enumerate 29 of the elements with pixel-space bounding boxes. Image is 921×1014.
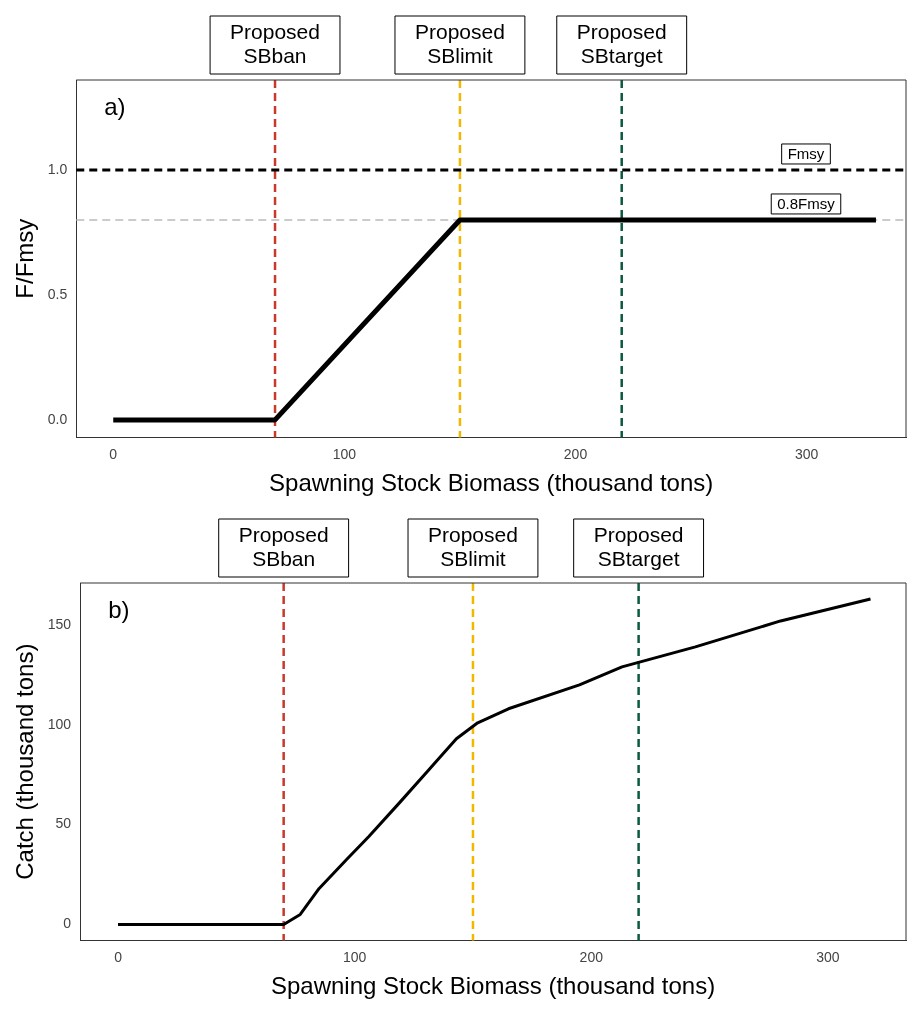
text: a) <box>104 92 126 120</box>
ref-line-label: Proposed SBlimit <box>428 522 518 570</box>
y-axis-title: Catch (thousand tons) <box>11 643 39 880</box>
y-tick-label: 150 <box>47 615 72 632</box>
ref-line-label: Proposed SBlimit <box>414 19 505 67</box>
y-axis-title: F/Fmsy <box>11 218 39 299</box>
text: b) <box>108 595 130 623</box>
x-axis-title: Spawning Stock Biomass (thousand tons) <box>270 972 716 1000</box>
ref-line-label: Proposed SBban <box>238 522 329 570</box>
y-tick-label: 1.0 <box>47 160 68 177</box>
y-tick-label: 0 <box>63 915 72 932</box>
x-tick-label: 100 <box>342 948 367 965</box>
x-tick-label: 0 <box>109 445 118 462</box>
x-tick-label: 200 <box>579 948 604 965</box>
ref-line-label: Proposed SBban <box>230 19 320 67</box>
x-tick-label: 100 <box>332 445 357 462</box>
y-tick-label: 100 <box>47 715 72 732</box>
y-tick-label: 50 <box>55 815 72 832</box>
x-tick-label: 300 <box>816 948 840 965</box>
ref-line-label: Proposed SBtarget <box>593 522 684 570</box>
y-tick-label: 0.5 <box>47 285 68 302</box>
y-tick-label: 0.0 <box>47 410 68 427</box>
x-tick-label: 300 <box>794 445 819 462</box>
x-axis-title: Spawning Stock Biomass (thousand tons) <box>269 469 714 497</box>
ref-line-label: Fmsy <box>787 145 825 163</box>
x-tick-label: 200 <box>563 445 588 462</box>
ref-line-label: Proposed SBtarget <box>576 19 667 67</box>
ref-line-label: 0.8Fmsy <box>777 195 836 213</box>
x-tick-label: 0 <box>114 948 123 965</box>
